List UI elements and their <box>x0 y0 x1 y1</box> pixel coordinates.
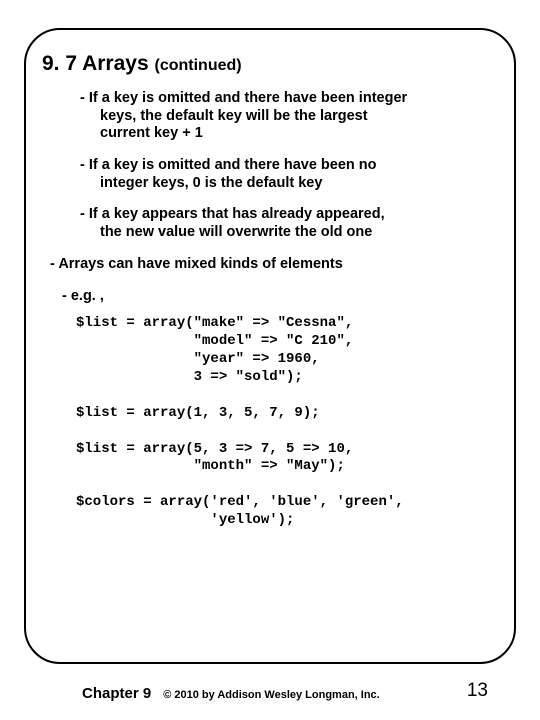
bullet-4-text: - Arrays can have mixed kinds of element… <box>50 256 343 272</box>
bullet-2-line1: - If a key is omitted and there have bee… <box>80 157 377 173</box>
bullet-3: - If a key appears that has already appe… <box>80 206 498 241</box>
slide-footer: Chapter 9 © 2010 by Addison Wesley Longm… <box>0 685 540 702</box>
slide-frame: 9. 7 Arrays (continued) - If a key is om… <box>24 28 516 664</box>
bullet-1-line2: keys, the default key will be the larges… <box>80 108 494 126</box>
bullet-3-line2: the new value will overwrite the old one <box>80 224 494 242</box>
slide-heading: 9. 7 Arrays (continued) <box>42 52 498 76</box>
code-block: $list = array("make" => "Cessna", "model… <box>76 315 498 530</box>
bullet-1: - If a key is omitted and there have bee… <box>80 90 498 143</box>
footer-chapter: Chapter 9 <box>82 685 151 702</box>
bullet-2: - If a key is omitted and there have bee… <box>80 157 498 192</box>
footer-copyright: © 2010 by Addison Wesley Longman, Inc. <box>163 689 380 701</box>
bullet-5-text: - e.g. , <box>62 288 104 304</box>
heading-continued: (continued) <box>155 57 242 74</box>
heading-number: 9. 7 <box>42 52 77 75</box>
bullet-1-line1: - If a key is omitted and there have bee… <box>80 90 407 106</box>
bullet-1-line3: current key + 1 <box>80 125 494 143</box>
bullet-3-line1: - If a key appears that has already appe… <box>80 206 385 222</box>
heading-title: Arrays <box>82 52 149 75</box>
bullet-2-line2: integer keys, 0 is the default key <box>80 175 494 193</box>
bullet-5: - e.g. , <box>62 288 498 306</box>
footer-page-number: 13 <box>467 680 488 702</box>
bullet-4: - Arrays can have mixed kinds of element… <box>50 256 498 274</box>
